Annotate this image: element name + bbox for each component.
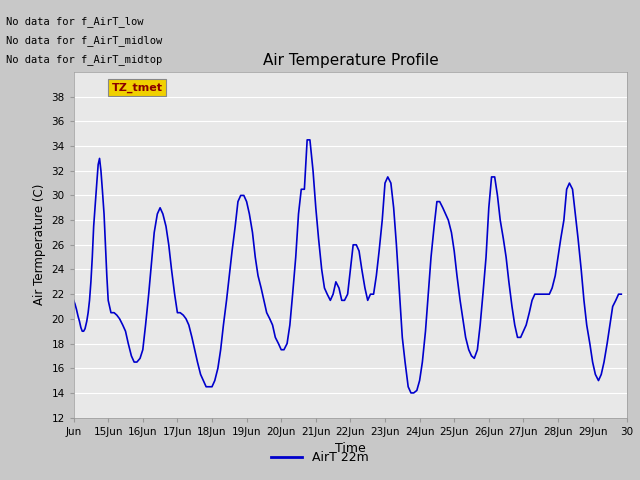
Title: Air Temperature Profile: Air Temperature Profile (262, 53, 438, 68)
X-axis label: Time: Time (335, 442, 366, 455)
Text: TZ_tmet: TZ_tmet (111, 83, 163, 93)
Text: No data for f_AirT_low: No data for f_AirT_low (6, 16, 144, 27)
Text: No data for f_AirT_midlow: No data for f_AirT_midlow (6, 35, 163, 46)
Text: No data for f_AirT_midtop: No data for f_AirT_midtop (6, 54, 163, 65)
Legend: AirT 22m: AirT 22m (266, 446, 374, 469)
Y-axis label: Air Termperature (C): Air Termperature (C) (33, 184, 46, 305)
